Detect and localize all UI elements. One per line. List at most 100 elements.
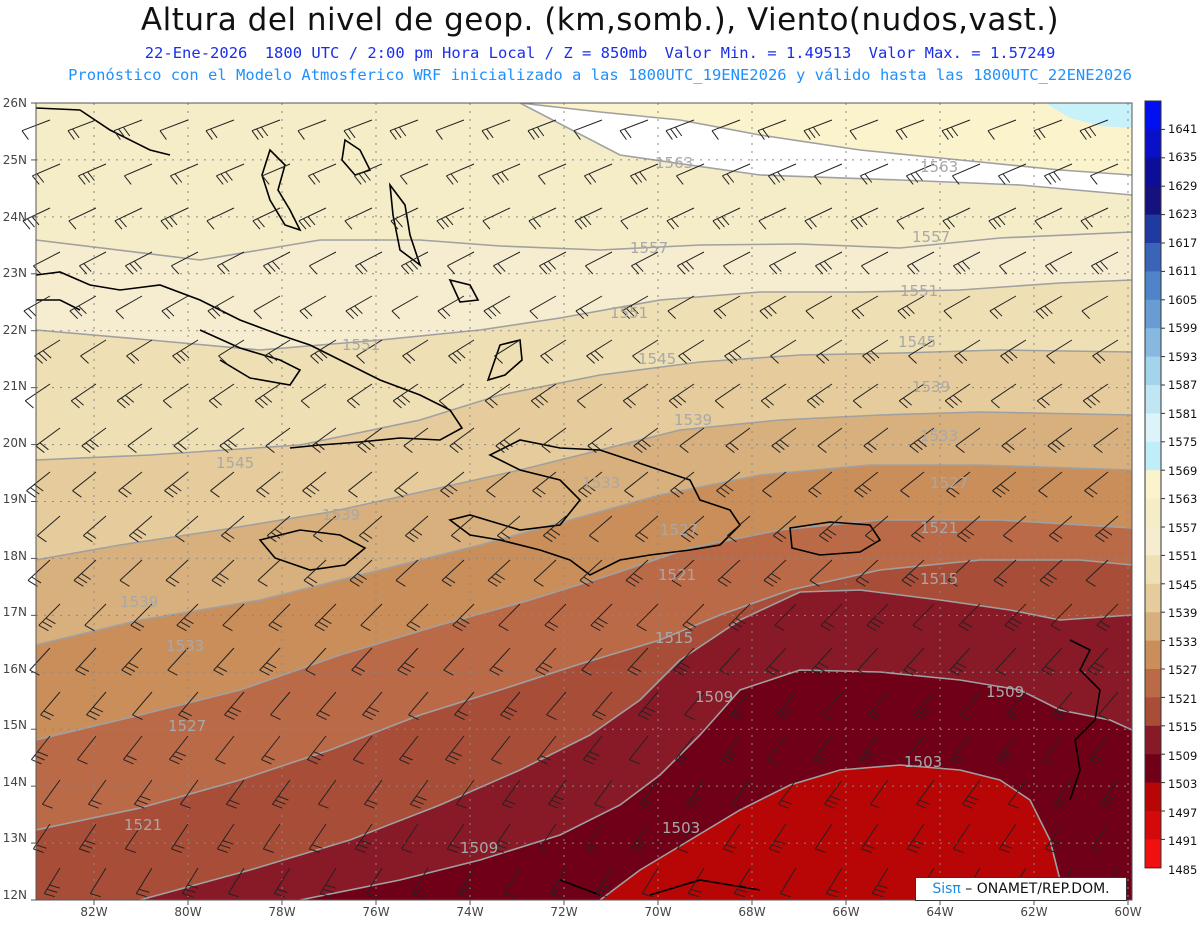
- cuba-south: [199, 329, 302, 386]
- wind-barb: [170, 163, 199, 185]
- wind-barb: [723, 251, 751, 275]
- wind-barb: [67, 119, 97, 140]
- colorbar-swatch: [1145, 441, 1161, 471]
- wind-barb: [73, 559, 97, 587]
- wind-barb: [588, 515, 613, 543]
- wind-barb: [167, 647, 189, 676]
- wind-barb: [770, 339, 797, 364]
- contour-label: 1515: [655, 629, 693, 647]
- colorbar-label: 1581: [1168, 407, 1197, 421]
- wind-barb: [537, 735, 557, 765]
- wind-barb: [593, 779, 613, 809]
- model-info: Pronóstico con el Modelo Atmosferico WRF…: [68, 66, 1132, 84]
- colorbar-swatch: [1145, 356, 1161, 386]
- wind-barb: [541, 427, 567, 453]
- wind-barb: [1004, 603, 1027, 632]
- lon-label: 64W: [926, 905, 953, 919]
- wind-barb: [34, 339, 61, 364]
- wind-barb: [712, 207, 741, 230]
- wind-barb: [678, 339, 705, 364]
- wind-barb: [487, 559, 511, 587]
- wind-barb: [868, 691, 889, 721]
- wind-barb: [454, 691, 475, 721]
- wind-barb: [311, 427, 337, 453]
- wind-barb: [763, 559, 787, 587]
- wind-barb: [949, 647, 971, 676]
- wind-barb: [849, 119, 879, 140]
- wind-barb: [264, 339, 291, 364]
- wind-barb: [630, 163, 659, 185]
- wind-barb: [625, 559, 649, 587]
- wind-barb: [406, 603, 429, 632]
- colorbar-label: 1623: [1168, 207, 1197, 221]
- contour-label: 1563: [655, 154, 693, 172]
- wind-barb: [218, 339, 245, 364]
- wind-barb: [124, 163, 153, 185]
- wind-barb: [757, 119, 787, 140]
- contour-label: 1539: [120, 593, 158, 611]
- contour-label: 1557: [912, 228, 950, 246]
- wind-barb: [165, 559, 189, 587]
- colorbar-swatch: [1145, 186, 1161, 216]
- wind-barb: [441, 559, 465, 587]
- wind-barb: [960, 691, 981, 721]
- wind-barb: [733, 867, 751, 898]
- wind-barb: [222, 603, 245, 632]
- wind-barb: [914, 691, 935, 721]
- wind-barb: [772, 515, 797, 543]
- colorbar-swatch: [1145, 527, 1161, 556]
- wind-barb: [687, 867, 705, 898]
- credit-org: – ONAMET/REP.DOM.: [960, 881, 1110, 897]
- wind-barb: [305, 647, 327, 676]
- wind-barb: [762, 471, 787, 498]
- wind-barb: [408, 691, 429, 721]
- wind-barb: [538, 823, 557, 853]
- contour-label: 1551: [342, 336, 380, 354]
- wind-barb: [855, 559, 879, 587]
- wind-barb: [1052, 691, 1073, 721]
- wind-barb: [363, 779, 383, 809]
- wind-barb: [1006, 691, 1027, 721]
- wind-barb: [999, 251, 1027, 275]
- wind-barb: [392, 383, 419, 409]
- wind-barb: [169, 735, 189, 765]
- wind-barb: [365, 867, 383, 898]
- wind-barb: [492, 163, 521, 185]
- wind-barb: [730, 691, 751, 721]
- colorbar-swatch: [1145, 243, 1161, 272]
- lon-label: 80W: [174, 905, 201, 919]
- wind-barb: [1038, 471, 1063, 498]
- lat-label: 23N: [3, 266, 27, 280]
- wind-barb: [1050, 603, 1073, 632]
- wind-barb: [549, 867, 567, 898]
- wind-barb: [252, 207, 281, 230]
- wind-barb: [759, 295, 787, 320]
- wind-barb: [70, 383, 97, 409]
- wind-barb: [533, 559, 557, 587]
- wind-barb: [312, 515, 337, 543]
- colorbar-label: 1557: [1168, 521, 1197, 535]
- wind-barb: [1033, 119, 1063, 140]
- wind-barb: [135, 867, 153, 898]
- wind-barb: [211, 559, 235, 587]
- wind-barb: [174, 515, 199, 543]
- wind-barb: [857, 647, 879, 676]
- wind-barb: [538, 163, 567, 185]
- wind-barb: [575, 295, 603, 320]
- wind-barb: [1053, 779, 1073, 809]
- wind-barb: [861, 251, 889, 275]
- wind-barb: [539, 251, 567, 275]
- wind-barb: [348, 471, 373, 498]
- wind-barb: [850, 207, 879, 230]
- wind-barb: [40, 691, 61, 721]
- wind-barb: [503, 867, 521, 898]
- wind-barb: [1091, 251, 1119, 275]
- colorbar-swatch: [1145, 271, 1161, 301]
- wind-barb: [450, 515, 475, 543]
- wind-barb: [273, 867, 291, 898]
- wind-barb: [677, 251, 705, 275]
- wind-barb: [716, 471, 741, 498]
- wind-barb: [813, 735, 833, 765]
- colorbar-label: 1629: [1168, 179, 1197, 193]
- colorbar-swatch: [1145, 299, 1161, 329]
